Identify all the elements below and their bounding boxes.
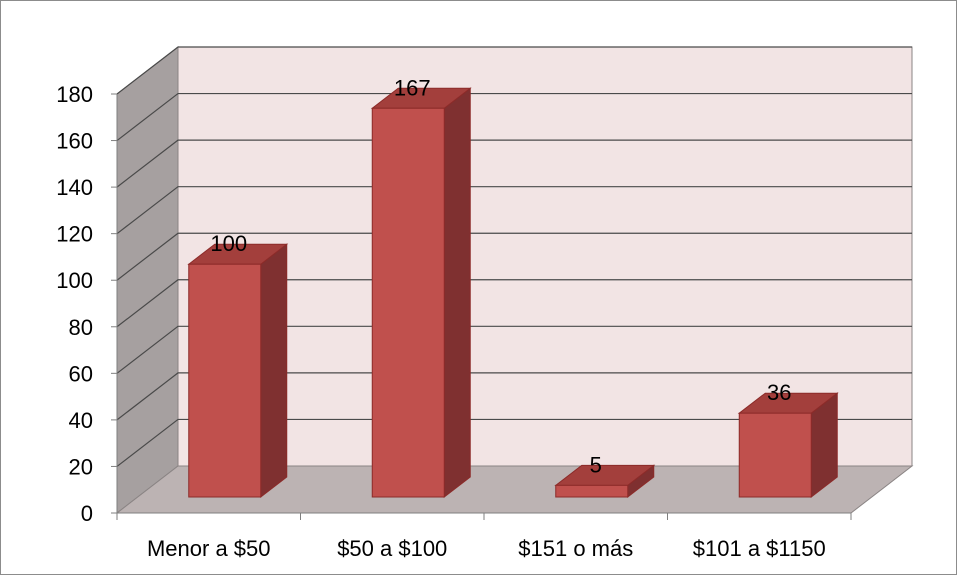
data-label: 167 (394, 75, 431, 100)
data-label: 100 (210, 231, 247, 256)
axes (111, 93, 852, 520)
y-tick-label: 140 (56, 175, 93, 200)
y-tick-label: 180 (56, 82, 93, 107)
gridline (116, 186, 912, 235)
x-tick-label: Menor a $50 (147, 536, 271, 561)
y-tick-label: 160 (56, 129, 93, 154)
gridline (116, 92, 912, 142)
y-tick-label: 120 (56, 222, 93, 247)
y-tick-label: 80 (69, 315, 93, 340)
y-axis-tick-labels: 0 20 40 60 80 100 120 140 160 180 (56, 82, 93, 526)
data-label: 5 (590, 452, 602, 477)
x-tick-label: $50 a $100 (337, 536, 447, 561)
bar (554, 464, 656, 499)
bars (187, 87, 839, 499)
gridline (116, 279, 912, 328)
x-axis-tick-labels: Menor a $50 $50 a $100 $151 o más $101 a $1… (147, 536, 826, 561)
gridlines (116, 46, 912, 467)
y-tick-label: 40 (69, 408, 93, 433)
y-tick-label: 0 (81, 501, 93, 526)
x-tick-label: $151 o más (518, 536, 633, 561)
y-tick-label: 20 (69, 454, 93, 479)
y-tick-label: 60 (69, 361, 93, 386)
gridline (116, 325, 912, 374)
bar-front-face (188, 263, 262, 498)
y-tick-label: 100 (56, 268, 93, 293)
bar-front-face (738, 412, 812, 498)
gridline (116, 232, 912, 281)
gridline (116, 418, 912, 467)
gridline (116, 139, 912, 188)
x-tick-label: $101 a $1150 (693, 536, 826, 561)
bar (737, 392, 839, 499)
bar-side-face (260, 243, 288, 499)
bar-side-face (443, 87, 471, 499)
bar-front-face (555, 484, 629, 498)
gridline (116, 372, 912, 421)
bar (187, 243, 289, 499)
data-label: 36 (767, 380, 791, 405)
bar (370, 87, 472, 499)
bar-front-face (371, 107, 445, 498)
gridline (116, 46, 912, 95)
data-labels: 100 167 5 36 (210, 75, 791, 477)
